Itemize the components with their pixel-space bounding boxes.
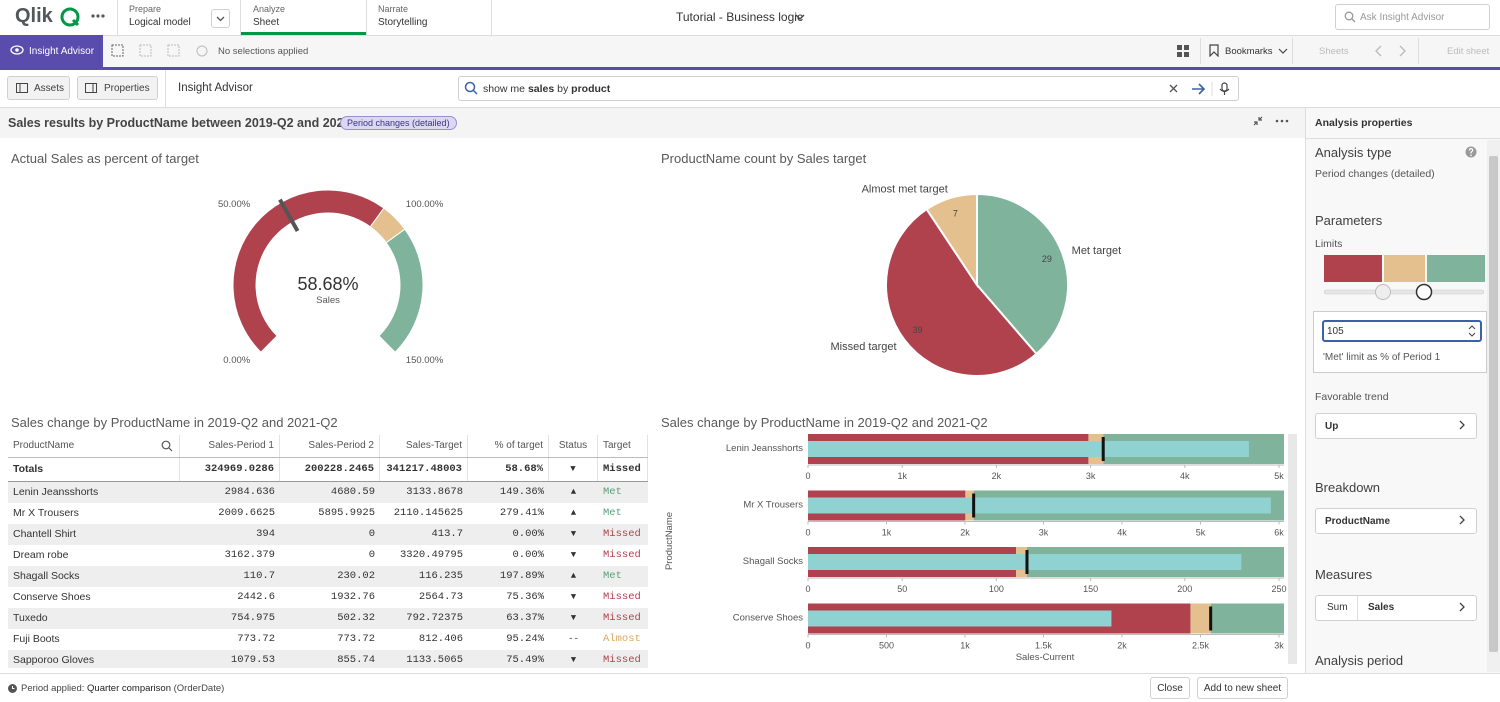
panel-header: Analysis properties [1315,117,1412,129]
bullet-marker [1025,550,1028,574]
bullet-marker [1102,437,1105,461]
analysis-type-value: Period changes (detailed) [1315,168,1435,180]
trend-select[interactable] [1315,413,1477,439]
footer-text: Period applied: Quarter comparison (Orde… [21,683,224,694]
divider [1306,138,1500,139]
x-tick-label: 1k [960,641,970,651]
pie-category-label: Missed target [831,341,897,353]
chevrons [1458,419,1466,629]
x-tick-label: 500 [879,641,894,651]
x-tick-label: 2k [1117,641,1127,651]
section-title: Measures [1315,567,1372,582]
limit-slider[interactable] [1322,254,1488,304]
x-tick-label: 250 [1271,584,1286,594]
x-tick-label: 100 [989,584,1004,594]
x-tick-label: 2.5k [1192,641,1210,651]
period-value: Quarter comparison [87,683,171,694]
bullet-band-met [1211,604,1284,634]
gauge-measure: Sales [316,295,340,306]
x-tick-label: 5k [1196,528,1206,538]
period-field: (OrderDate) [174,683,225,694]
bullet-band-almost [1190,604,1210,634]
x-tick-label: 0 [805,641,810,651]
clock-icon [8,684,17,693]
x-tick-label: 0 [805,471,810,481]
y-axis-label: ProductName [664,512,675,570]
x-tick-label: 1k [882,528,892,538]
section-title: Analysis period [1315,653,1403,668]
bullet-bar [808,498,1271,514]
x-tick-label: 1k [897,471,907,481]
x-tick-label: 4k [1117,528,1127,538]
x-tick-label: 6k [1274,528,1284,538]
bullet-category: Lenin Jeansshorts [726,443,803,454]
section-title: Parameters [1315,213,1382,228]
divider [1357,596,1358,620]
gauge-tick-label: 50.00% [218,199,251,210]
x-tick-label: 50 [897,584,907,594]
x-tick-label: 150 [1083,584,1098,594]
scroll-thumb[interactable] [1489,156,1498,652]
period-label: Period applied: [21,683,84,694]
breakdown-value[interactable]: ProductName [1325,516,1390,527]
close-button[interactable]: Close [1150,677,1190,699]
x-tick-label: 5k [1274,471,1284,481]
bullet-bar [808,441,1249,457]
x-tick-label: 2k [960,528,970,538]
x-tick-label: 0 [805,528,810,538]
pie-value-label: 39 [913,325,923,335]
gauge-tick-label: 150.00% [406,355,444,366]
x-axis-label: Sales-Current [1016,652,1075,663]
pie-category-label: Almost met target [862,183,948,195]
trend-value[interactable]: Up [1325,421,1338,432]
gauge-tick-label: 0.00% [223,355,250,366]
help-icon[interactable] [1465,146,1477,158]
bullet-marker [1209,607,1212,631]
bullet-category: Conserve Shoes [733,613,803,624]
x-tick-label: 3k [1039,528,1049,538]
x-tick-label: 2k [992,471,1002,481]
section-title: Breakdown [1315,480,1380,495]
bullet-category: Mr X Trousers [743,500,803,511]
gauge-value: 58.68% [297,274,358,294]
bullet-category: Shagall Socks [743,556,803,567]
field-label: Limits [1315,238,1342,250]
pie-category-label: Met target [1072,245,1122,257]
x-tick-label: 3k [1274,641,1284,651]
bullet-bar [808,611,1111,627]
x-tick-label: 0 [805,584,810,594]
add-button[interactable]: Add to new sheet [1197,677,1288,699]
limit-input[interactable] [1322,320,1482,342]
limit-input-value[interactable]: 105 [1327,326,1344,337]
gauge-band [379,229,423,352]
limit-hint: 'Met' limit as % of Period 1 [1323,352,1440,363]
x-tick-label: 200 [1177,584,1192,594]
bullet-marker [972,494,975,518]
field-label: Favorable trend [1315,391,1389,403]
gauge-tick-label: 100.00% [406,199,444,210]
x-tick-label: 1.5k [1035,641,1053,651]
pie-value-label: 7 [953,209,958,219]
bullet-bar [808,554,1241,570]
x-tick-label: 4k [1180,471,1190,481]
measure-agg[interactable]: Sum [1327,602,1348,613]
section-title: Analysis type [1315,145,1392,160]
spinner[interactable] [1468,325,1476,337]
scrollbar [1288,434,1297,664]
gauge-band [233,190,384,352]
measure-value[interactable]: Sales [1368,602,1394,613]
x-tick-label: 3k [1086,471,1096,481]
pie-value-label: 29 [1042,254,1052,264]
